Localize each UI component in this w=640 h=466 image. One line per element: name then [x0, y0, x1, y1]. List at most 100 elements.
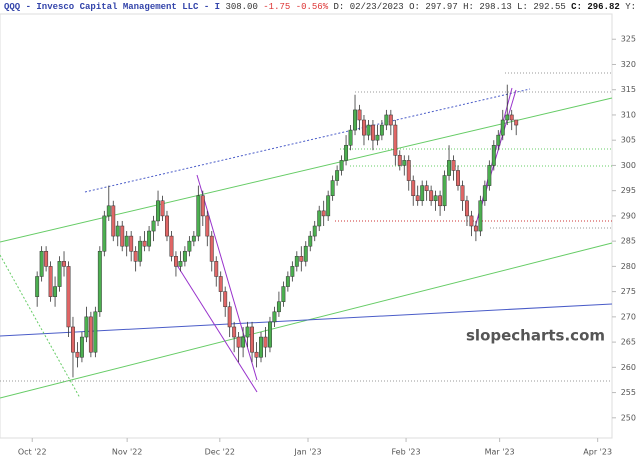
y-tick-label: 290	[621, 211, 636, 220]
candle-body	[205, 215, 210, 237]
candle-body	[268, 321, 272, 348]
candle-body	[438, 195, 443, 207]
candle-body	[321, 210, 326, 217]
candle-body	[473, 225, 478, 232]
candle-body	[276, 301, 281, 313]
candle-body	[173, 256, 178, 267]
candle-body	[451, 160, 456, 171]
candle-body	[308, 235, 313, 247]
candle-body	[402, 160, 407, 166]
candle-body	[57, 261, 62, 287]
candle-body	[496, 134, 501, 146]
candle-body	[366, 124, 371, 136]
trendline	[0, 254, 81, 399]
candle-body	[353, 109, 357, 131]
open: O: 297.97	[409, 2, 458, 12]
candle-body	[53, 286, 58, 297]
candle-body	[115, 225, 120, 237]
candle-body	[447, 160, 451, 176]
high: H: 298.13	[463, 2, 512, 12]
candle-body	[236, 336, 241, 348]
candle-body	[281, 286, 286, 302]
candle-body	[335, 170, 340, 181]
candle-body	[93, 311, 98, 353]
candle-body	[259, 336, 263, 358]
x-tick-label: Nov '22	[112, 448, 143, 457]
candle-body	[187, 240, 192, 252]
candle-body	[375, 134, 380, 141]
candle-body	[133, 250, 138, 262]
candle-body	[317, 210, 322, 227]
header: QQQ - Invesco Capital Management LLC - I…	[4, 2, 640, 12]
candle-body	[232, 326, 237, 338]
candle-body	[420, 185, 425, 202]
candle-body	[48, 266, 53, 297]
candle-body	[182, 250, 187, 262]
change-pct: -0.56%	[296, 2, 329, 12]
candle-body	[370, 124, 375, 141]
candle-body	[344, 144, 349, 161]
candle-body	[509, 114, 514, 121]
candle-body	[223, 291, 228, 308]
y-tick-label: 305	[621, 136, 636, 145]
candle-body	[411, 180, 416, 196]
candle-body	[75, 351, 80, 358]
candle-body	[388, 114, 393, 126]
candle-body	[71, 326, 75, 353]
candle-body	[379, 124, 384, 136]
candle-body	[218, 276, 223, 292]
y-tick-label: 270	[621, 312, 636, 321]
candle-body	[330, 180, 335, 196]
change: -1.75	[263, 2, 290, 12]
candle-body	[250, 326, 255, 353]
y-tick-label: 250	[621, 413, 636, 422]
candle-body	[165, 215, 169, 237]
candle-body	[294, 256, 299, 267]
candle-body	[478, 200, 483, 232]
date: D: 02/23/2023	[334, 2, 404, 12]
candle-body	[138, 240, 143, 262]
y-tick-label: 255	[621, 388, 636, 397]
candle-body	[299, 256, 304, 262]
trendline	[0, 97, 613, 243]
candle-body	[263, 336, 268, 348]
candle-body	[482, 185, 487, 202]
candle-body	[84, 316, 89, 338]
candles	[35, 84, 519, 378]
candle-body	[147, 230, 152, 247]
candle-body	[102, 215, 107, 252]
candle-body	[196, 195, 201, 237]
candle-body	[429, 190, 434, 202]
candle-body	[106, 205, 111, 217]
last: 308.00	[225, 2, 257, 12]
candle-body	[487, 165, 492, 186]
y-tick-label: 300	[621, 161, 636, 170]
x-tick-label: Mar '23	[485, 448, 515, 457]
candle-body	[460, 185, 465, 202]
y-tick-label: 315	[621, 85, 636, 94]
candle-body	[514, 119, 519, 126]
candle-body	[362, 119, 366, 136]
candle-body	[129, 235, 134, 252]
trendline	[196, 174, 258, 381]
candle-body	[254, 351, 259, 358]
candle-body	[111, 205, 116, 237]
watermark: slopecharts.com	[466, 327, 605, 345]
candle-body	[397, 155, 402, 166]
candle-body	[464, 200, 469, 217]
x-tick-label: Oct '22	[18, 448, 47, 457]
candle-body	[209, 235, 214, 262]
low: L: 292.55	[517, 2, 566, 12]
x-tick-label: Feb '23	[392, 448, 421, 457]
x-tick-label: Jan '23	[293, 448, 321, 457]
y-tick-label: 275	[621, 287, 636, 296]
candle-body	[469, 215, 474, 227]
y-tick-label: 310	[621, 110, 636, 119]
candle-body	[500, 119, 505, 136]
x-tick-label: Dec '22	[205, 448, 235, 457]
y-tick-label: 285	[621, 237, 636, 246]
candle-body	[491, 144, 496, 166]
candle-body	[160, 200, 165, 217]
